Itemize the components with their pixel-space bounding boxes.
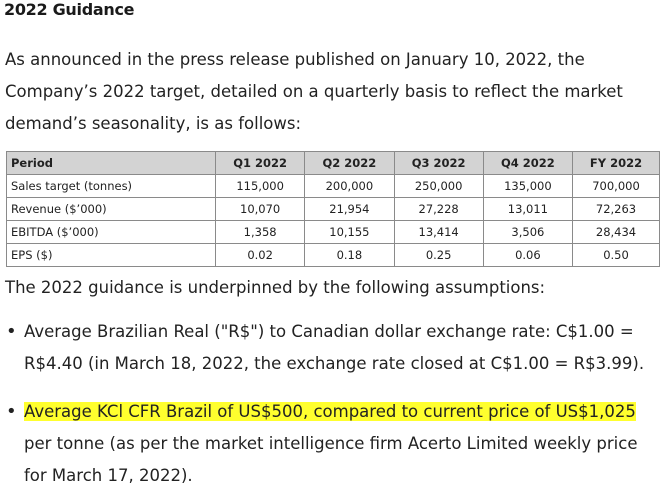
table-cell: 72,263 bbox=[572, 197, 660, 221]
table-cell: 1,358 bbox=[214, 220, 306, 244]
col-header-q2: Q2 2022 bbox=[304, 151, 395, 175]
col-header-q4: Q4 2022 bbox=[482, 151, 574, 175]
table-cell: 250,000 bbox=[393, 174, 484, 198]
list-item-text: Average Brazilian Real ("R$") to Canadia… bbox=[24, 322, 645, 373]
table-cell: 13,414 bbox=[393, 220, 484, 244]
col-header-fy: FY 2022 bbox=[572, 151, 660, 175]
table-cell: 13,011 bbox=[482, 197, 574, 221]
table-cell: 10,070 bbox=[214, 197, 306, 221]
list-item-text: per tonne (as per the market intelligenc… bbox=[24, 434, 638, 485]
table-cell: 0.50 bbox=[572, 243, 660, 267]
col-header-q3: Q3 2022 bbox=[393, 151, 484, 175]
section-heading: 2022 Guidance bbox=[4, 0, 135, 19]
table-cell: 0.25 bbox=[393, 243, 484, 267]
table-row: Revenue ($’000) 10,070 21,954 27,228 13,… bbox=[6, 197, 660, 221]
bullet-icon: • bbox=[6, 321, 17, 342]
bullet-icon: • bbox=[6, 401, 17, 422]
row-label: Sales target (tonnes) bbox=[6, 174, 216, 198]
table-cell: 0.06 bbox=[482, 243, 574, 267]
table-cell: 115,000 bbox=[214, 174, 306, 198]
table-cell: 28,434 bbox=[572, 220, 660, 244]
table-cell: 10,155 bbox=[304, 220, 395, 244]
col-header-q1: Q1 2022 bbox=[214, 151, 306, 175]
row-label: Revenue ($’000) bbox=[6, 197, 216, 221]
table-cell: 135,000 bbox=[482, 174, 574, 198]
table-cell: 700,000 bbox=[572, 174, 660, 198]
list-item-exchange-rate: • Average Brazilian Real ("R$") to Canad… bbox=[6, 316, 660, 380]
intro-paragraph: As announced in the press release publis… bbox=[5, 50, 623, 133]
table-cell: 21,954 bbox=[304, 197, 395, 221]
row-label: EPS ($) bbox=[6, 243, 216, 267]
table-cell: 0.18 bbox=[304, 243, 395, 267]
table-row: EPS ($) 0.02 0.18 0.25 0.06 0.50 bbox=[6, 243, 660, 267]
highlighted-text: Average KCl CFR Brazil of US$500, compar… bbox=[24, 402, 636, 421]
guidance-table: Period Q1 2022 Q2 2022 Q3 2022 Q4 2022 F… bbox=[6, 151, 660, 267]
col-header-period: Period bbox=[6, 151, 216, 175]
list-item-kcl-price: • Average KCl CFR Brazil of US$500, comp… bbox=[6, 396, 660, 492]
table-row: EBITDA ($’000) 1,358 10,155 13,414 3,506… bbox=[6, 220, 660, 244]
table-cell: 200,000 bbox=[304, 174, 395, 198]
table-cell: 0.02 bbox=[214, 243, 306, 267]
row-label: EBITDA ($’000) bbox=[6, 220, 216, 244]
table-header-row: Period Q1 2022 Q2 2022 Q3 2022 Q4 2022 F… bbox=[6, 151, 660, 175]
table-cell: 3,506 bbox=[482, 220, 574, 244]
assumptions-intro: The 2022 guidance is underpinned by the … bbox=[5, 278, 546, 297]
table-row: Sales target (tonnes) 115,000 200,000 25… bbox=[6, 174, 660, 198]
table-cell: 27,228 bbox=[393, 197, 484, 221]
